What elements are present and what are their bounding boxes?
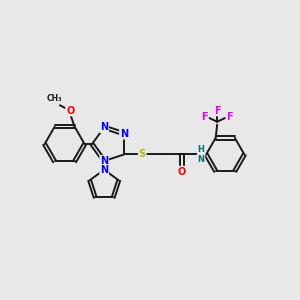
Text: N: N bbox=[100, 165, 108, 175]
Text: N: N bbox=[100, 156, 108, 166]
Text: N: N bbox=[120, 129, 128, 139]
Text: F: F bbox=[202, 112, 208, 122]
Text: S: S bbox=[139, 149, 146, 160]
Text: O: O bbox=[66, 106, 74, 116]
Text: F: F bbox=[226, 112, 233, 122]
Text: N: N bbox=[100, 122, 108, 132]
Text: F: F bbox=[214, 106, 220, 116]
Text: H
N: H N bbox=[198, 145, 205, 164]
Text: CH₃: CH₃ bbox=[46, 94, 62, 103]
Text: O: O bbox=[178, 167, 186, 177]
